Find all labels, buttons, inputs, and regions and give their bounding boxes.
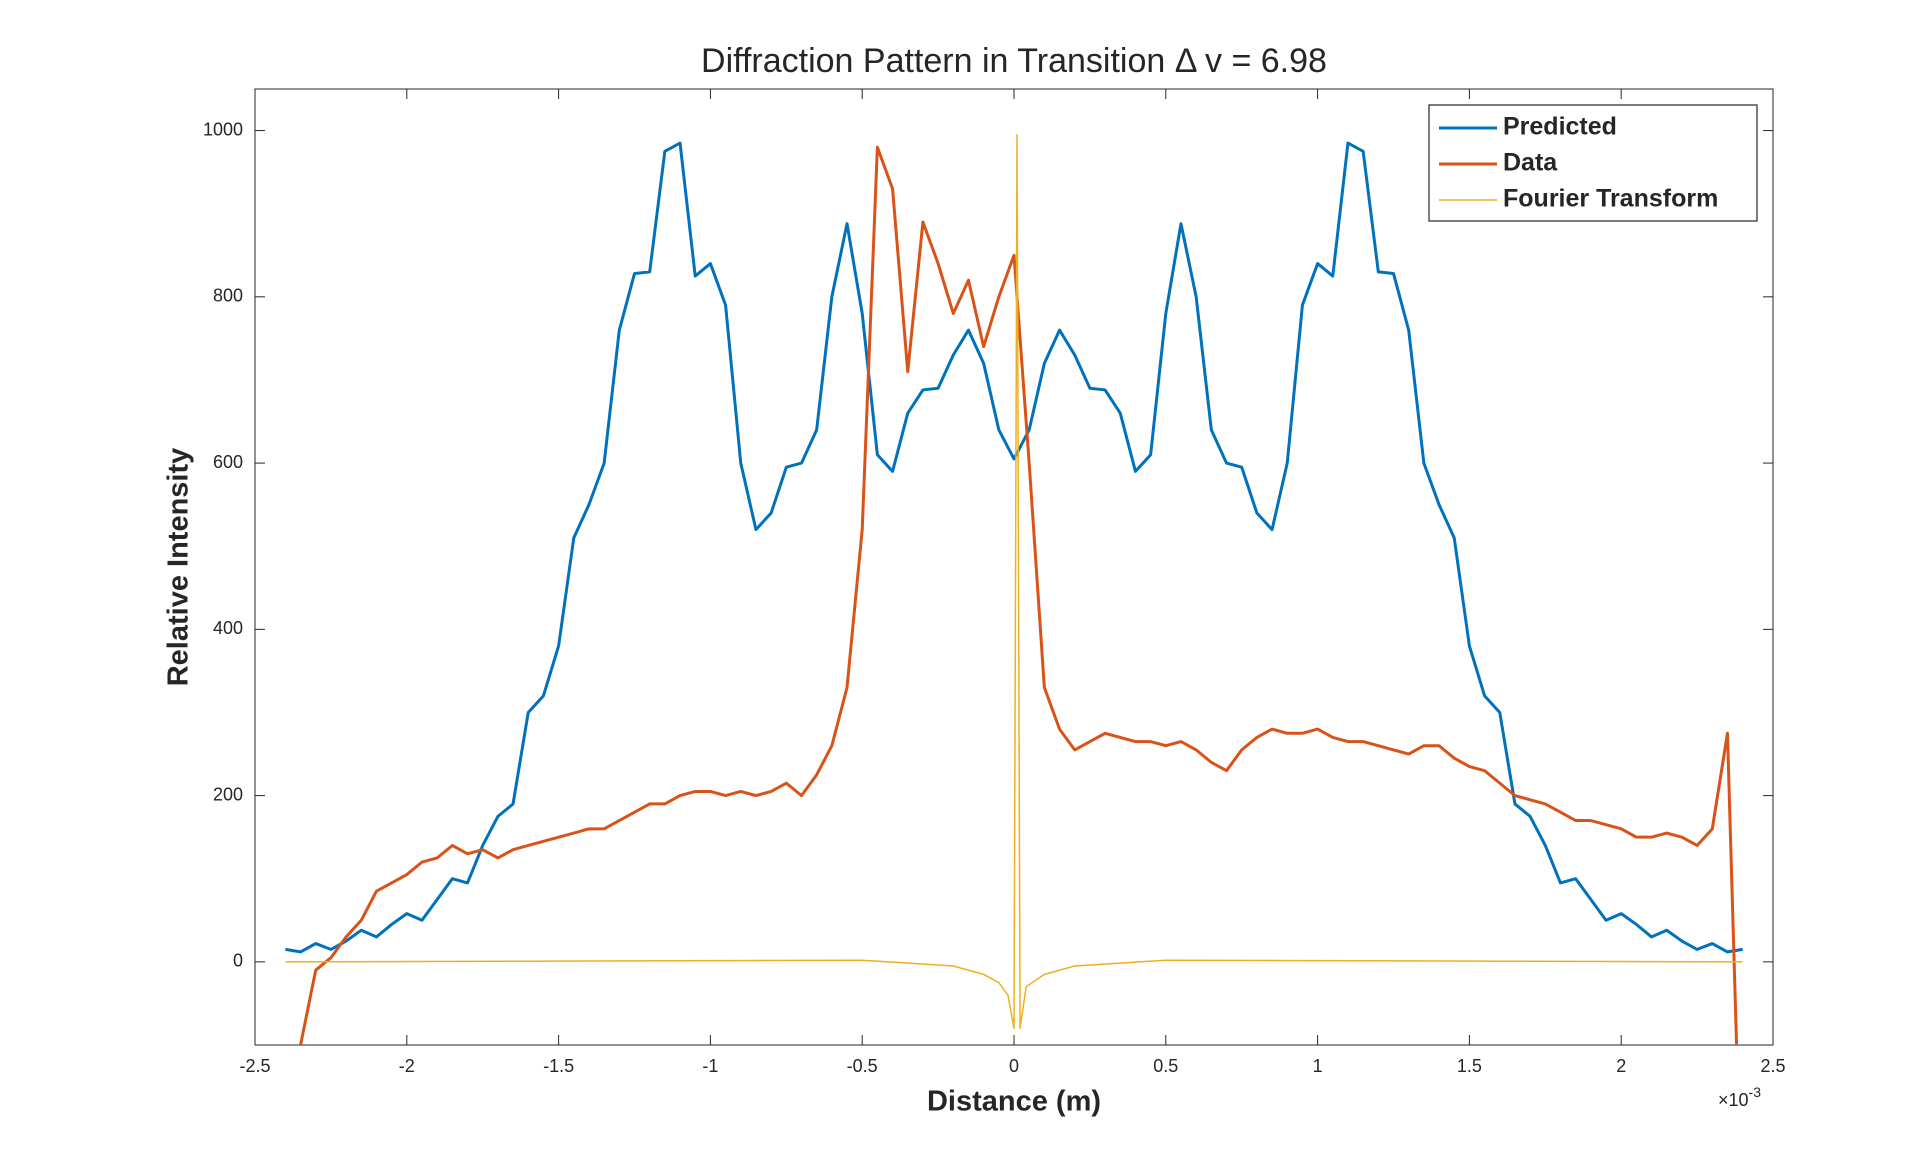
chart-title: Diffraction Pattern in Transition Δ v = …: [701, 42, 1327, 80]
y-tick-label: 1000: [203, 119, 243, 139]
x-tick-label: -0.5: [847, 1056, 878, 1076]
series-group: [285, 133, 1743, 1045]
x-tick-label: 1.5: [1457, 1056, 1482, 1076]
x-tick-label: -1.5: [543, 1056, 574, 1076]
y-tick-label: 800: [213, 286, 243, 306]
y-tick-label: 600: [213, 452, 243, 472]
series-line: [285, 133, 1743, 1030]
x-tick-label: -2: [399, 1056, 415, 1076]
legend-label: Data: [1503, 149, 1558, 177]
x-multiplier: ×10-3: [1718, 1084, 1761, 1110]
legend-label: Fourier Transform: [1503, 185, 1718, 213]
x-tick-label: -2.5: [239, 1056, 270, 1076]
series-line: [299, 145, 1739, 1045]
x-tick-label: 2: [1616, 1056, 1626, 1076]
x-multiplier-exponent: -3: [1749, 1084, 1762, 1100]
y-tick-label: 0: [233, 951, 243, 971]
x-tick-label: 1: [1313, 1056, 1323, 1076]
x-tick-label: -1: [702, 1056, 718, 1076]
y-tick-label: 200: [213, 784, 243, 804]
y-tick-label: 400: [213, 618, 243, 638]
legend-label: Predicted: [1503, 113, 1617, 141]
legend: Predicted Data Fourier Transform: [1428, 104, 1758, 222]
x-tick-label: 0: [1009, 1056, 1019, 1076]
y-axis-label: Relative Intensity: [163, 448, 195, 687]
x-multiplier-base: ×10: [1718, 1090, 1749, 1110]
x-axis-label: Distance (m): [927, 1086, 1101, 1118]
x-tick-label: 0.5: [1153, 1056, 1178, 1076]
x-tick-label: 2.5: [1760, 1056, 1785, 1076]
series-line: [285, 141, 1743, 954]
